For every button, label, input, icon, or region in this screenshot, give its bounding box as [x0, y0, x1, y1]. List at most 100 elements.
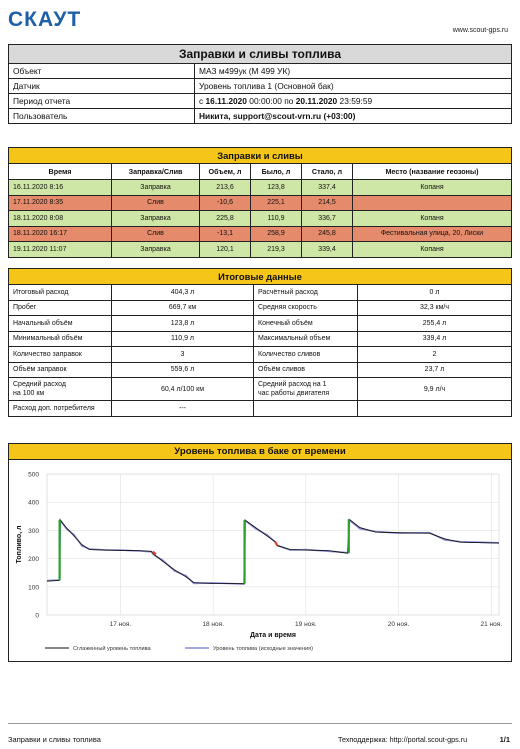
- summary-label: Начальный объём: [8, 315, 112, 332]
- summary-value: [357, 400, 512, 417]
- info-value: МАЗ м499ук (М 499 УК): [194, 63, 512, 79]
- summary-label: [253, 400, 358, 417]
- event-cell-type: Заправка: [111, 179, 200, 196]
- info-label: Пользователь: [8, 108, 195, 124]
- summary-label: Объём заправок: [8, 361, 112, 378]
- summary-value: 0 л: [357, 284, 512, 301]
- legend-label-smoothed: Сглаженный уровень топлива: [73, 645, 152, 652]
- info-value: Никита, support@scout-vrn.ru (+03:00): [194, 108, 512, 124]
- event-cell-volume: 213,6: [199, 179, 251, 196]
- event-cell-after: 214,5: [301, 194, 353, 211]
- x-tick-label: 18 ноя.: [202, 621, 224, 628]
- period-from-time: 00:00:00: [249, 96, 282, 106]
- summary-value: 669,7 км: [111, 299, 254, 316]
- event-cell-place: Фестивальная улица, 20, Лиски: [352, 225, 512, 242]
- summary-label: Количество сливов: [253, 346, 358, 363]
- event-cell-after: 336,7: [301, 210, 353, 227]
- summary-value: 559,6 л: [111, 361, 254, 378]
- y-tick-label: 0: [35, 613, 39, 620]
- event-cell-volume: -13,1: [199, 225, 251, 242]
- scout-logo: СКАУТ: [8, 8, 82, 31]
- fuel-chart: Уровень топлива в баке от времени 0 100 20…: [8, 443, 512, 662]
- period-prefix: с: [199, 96, 204, 106]
- summary-value: 60,4 л/100 км: [111, 377, 254, 401]
- event-cell-after: 339,4: [301, 241, 353, 258]
- event-cell-time: 16.11.2020 8:16: [8, 179, 112, 196]
- event-cell-type: Заправка: [111, 241, 200, 258]
- y-tick-label: 500: [28, 472, 39, 479]
- summary-label: Пробег: [8, 299, 112, 316]
- summary-label: Расчётный расход: [253, 284, 358, 301]
- footer-report-name: Заправки и сливы топлива: [8, 735, 101, 744]
- summary-label: Минимальный объём: [8, 330, 112, 347]
- summary-table: Итоговые данные Итоговый расход 404,3 л Ра…: [8, 268, 512, 417]
- event-row: 18.11.2020 8:08 Заправка 225,8 110,9 336,7 Ко…: [8, 210, 512, 227]
- event-cell-after: 245,8: [301, 225, 353, 242]
- event-cell-before: 258,9: [250, 225, 302, 242]
- event-cell-place: Копаня: [352, 210, 512, 227]
- y-tick-label: 100: [28, 584, 39, 591]
- legend-label-raw: Уровень топлива (исходные значения): [213, 646, 313, 652]
- summary-value: 110,9 л: [111, 330, 254, 347]
- footer-page-number: 1/1: [499, 735, 510, 744]
- footer-support[interactable]: Техподдержка: http://portal.scout-gps.ru: [338, 735, 468, 744]
- summary-value: 23,7 л: [357, 361, 512, 378]
- summary-value: 255,4 л: [357, 315, 512, 332]
- summary-value: ---: [111, 400, 254, 417]
- chart-title: Уровень топлива в баке от времени: [9, 444, 511, 460]
- summary-label: Средний расход на 100 км: [8, 377, 112, 401]
- footer-divider: [8, 723, 512, 724]
- event-cell-volume: -10,6: [199, 194, 251, 211]
- events-table: Заправки и сливы Время Заправка/Слив Объем…: [8, 147, 512, 258]
- chart-svg: 0 100 200 300 400 500 17 ноя. 18 ноя. 19 ноя. 20 …: [16, 472, 502, 653]
- x-tick-label: 20 ноя.: [388, 621, 410, 628]
- summary-body: Итоговый расход 404,3 л Расчётный расход 0 …: [8, 284, 512, 417]
- summary-row: Количество заправок 3 Количество сливов 2: [8, 346, 512, 363]
- event-cell-place: Копаня: [352, 241, 512, 258]
- event-cell-before: 123,8: [250, 179, 302, 196]
- info-label: Период отчета: [8, 93, 195, 109]
- summary-row: Объём заправок 559,6 л Объём сливов 23,7 л: [8, 361, 512, 378]
- event-cell-time: 19.11.2020 11:07: [8, 241, 112, 258]
- summary-row: Итоговый расход 404,3 л Расчётный расход 0 …: [8, 284, 512, 301]
- event-cell-volume: 225,8: [199, 210, 251, 227]
- summary-title: Итоговые данные: [8, 268, 512, 285]
- event-cell-type: Заправка: [111, 210, 200, 227]
- summary-value: 123,8 л: [111, 315, 254, 332]
- y-axis-label: Топливо, л: [16, 526, 23, 564]
- events-column-header: Было, л: [250, 163, 302, 180]
- event-cell-before: 219,3: [250, 241, 302, 258]
- summary-row: Начальный объём 123,8 л Конечный объём 255,…: [8, 315, 512, 332]
- x-tick-label: 19 ноя.: [295, 621, 317, 628]
- info-label: Датчик: [8, 78, 195, 94]
- events-column-header: Место (название геозоны): [352, 163, 512, 180]
- event-row: 16.11.2020 8:16 Заправка 213,6 123,8 337,4 Ко…: [8, 179, 512, 196]
- summary-label: Расход доп. потребителя: [8, 400, 112, 417]
- info-value: Уровень топлива 1 (Основной бак): [194, 78, 512, 94]
- period-mid: по: [284, 96, 294, 106]
- period-from-date: 16.11.2020: [205, 96, 247, 106]
- events-column-header: Стало, л: [301, 163, 353, 180]
- period-to-date: 20.11.2020: [295, 96, 338, 106]
- site-url[interactable]: www.scout-gps.ru: [452, 27, 508, 34]
- summary-label: Максимальный объем: [253, 330, 358, 347]
- plot-area: [46, 473, 500, 616]
- summary-row: Пробег 669,7 км Средняя скорость 32,3 км/ч: [8, 299, 512, 316]
- summary-label: Средний расход на 1 час работы двигателя: [253, 377, 358, 401]
- summary-value: 9,9 л/ч: [357, 377, 512, 401]
- event-cell-after: 337,4: [301, 179, 353, 196]
- events-column-header: Заправка/Слив: [111, 163, 200, 180]
- summary-label: Объём сливов: [253, 361, 358, 378]
- drain-marker: [152, 550, 157, 556]
- summary-row: Минимальный объём 110,9 л Максимальный объ…: [8, 330, 512, 347]
- events-title: Заправки и сливы: [8, 147, 512, 164]
- report-info-table: Заправки и сливы топлива Объект МАЗ м499…: [8, 44, 512, 124]
- event-row: 17.11.2020 8:35 Слив -10,6 225,1 214,5: [8, 194, 512, 211]
- summary-value: 32,3 км/ч: [357, 299, 512, 316]
- x-tick-label: 21 ноя.: [480, 621, 502, 628]
- summary-value: 339,4 л: [357, 330, 512, 347]
- event-cell-before: 110,9: [250, 210, 302, 227]
- summary-label: Количество заправок: [8, 346, 112, 363]
- y-tick-label: 300: [28, 528, 39, 535]
- summary-row: Расход доп. потребителя ---: [8, 400, 512, 417]
